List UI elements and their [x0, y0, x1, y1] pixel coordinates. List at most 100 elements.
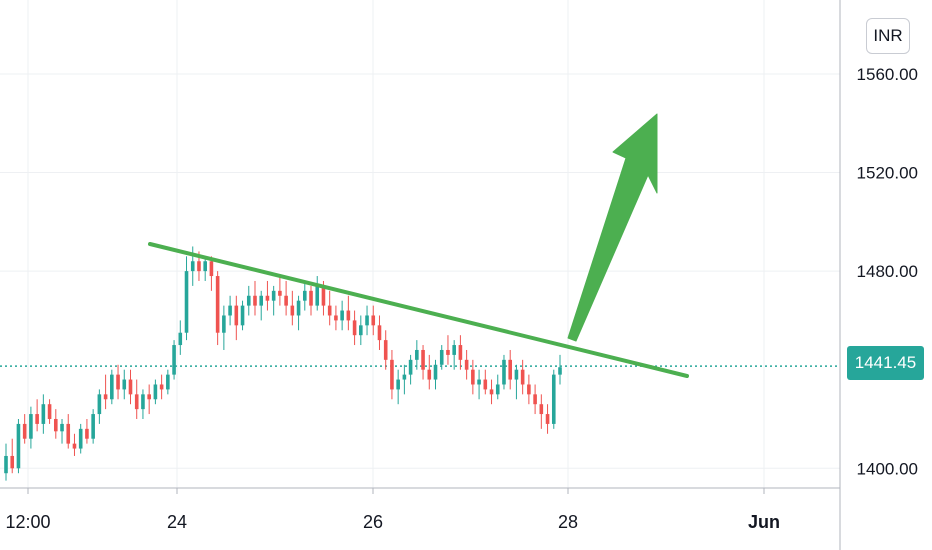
candle-body	[29, 414, 33, 439]
last-price-label: 1441.45	[847, 346, 924, 380]
candle-body	[159, 384, 164, 390]
candle-body	[60, 423, 64, 432]
candle-body	[533, 394, 537, 405]
candle-body	[508, 359, 513, 380]
candle-body	[97, 394, 102, 415]
candle-body	[290, 305, 295, 316]
currency-selector-button[interactable]: INR	[866, 18, 910, 54]
x-tick-label: 28	[558, 512, 578, 532]
candle-body	[321, 285, 326, 306]
candle-body	[383, 340, 388, 360]
candle-body	[41, 404, 46, 424]
candle-body	[190, 261, 195, 272]
candle-body	[489, 389, 494, 395]
candle-body	[4, 455, 8, 474]
candle-body	[35, 414, 39, 424]
candle-body	[352, 320, 357, 336]
candle-body	[464, 359, 469, 370]
candle-body	[340, 310, 344, 321]
candle-body	[10, 455, 15, 469]
x-tick-label: Jun	[748, 512, 780, 532]
candle-body	[284, 295, 288, 306]
candle-body	[359, 325, 363, 336]
candle-body	[377, 325, 382, 341]
candle-body	[415, 349, 419, 360]
candle-body	[539, 404, 544, 415]
candle-body	[246, 295, 251, 306]
candle-body	[520, 369, 525, 385]
candle-body	[408, 359, 413, 375]
candle-body	[203, 261, 207, 272]
candle-body	[327, 305, 332, 316]
candle-body	[122, 379, 127, 390]
candle-body	[85, 428, 89, 439]
candle-body	[271, 290, 276, 301]
candle-body	[103, 394, 108, 400]
candle-body	[197, 261, 201, 272]
candle-body	[234, 305, 239, 326]
candle-body	[116, 374, 120, 390]
candle-body	[153, 384, 158, 400]
y-tick-label: 1400.00	[857, 459, 918, 478]
candle-body	[458, 345, 463, 360]
trendline	[148, 242, 689, 378]
candle-body	[134, 394, 139, 410]
candle-body	[278, 290, 282, 296]
breakout-arrow-icon	[567, 113, 658, 342]
candle-body	[215, 276, 220, 333]
candle-body	[477, 379, 481, 385]
x-tick-label: 12:00	[5, 512, 50, 532]
candle-body	[172, 345, 176, 375]
candle-body	[402, 374, 407, 380]
candle-body	[259, 295, 264, 306]
candle-body	[309, 290, 313, 306]
candle-body	[209, 261, 214, 277]
candle-body	[228, 305, 232, 316]
candle-body	[91, 414, 95, 439]
candle-body	[558, 367, 562, 375]
candle-body	[446, 349, 450, 355]
candle-body	[253, 295, 257, 306]
candle-body	[471, 369, 475, 385]
candle-body	[72, 443, 77, 449]
candle-body	[184, 271, 189, 333]
candle-body	[147, 394, 151, 400]
y-tick-label: 1560.00	[857, 65, 918, 84]
candle-body	[66, 423, 71, 444]
candle-body	[16, 423, 21, 469]
candle-body	[502, 359, 506, 385]
candle-body	[433, 364, 438, 380]
candle-body	[527, 384, 531, 395]
candle-body	[141, 394, 145, 410]
candle-body	[334, 315, 338, 321]
x-tick-label: 24	[167, 512, 187, 532]
candle-body	[53, 418, 58, 432]
candle-body	[396, 379, 400, 390]
x-tick-label: 26	[363, 512, 383, 532]
candle-body	[427, 369, 432, 380]
candle-body	[495, 384, 500, 395]
candle-body	[514, 369, 519, 380]
candle-body	[545, 414, 550, 424]
candle-body	[439, 349, 444, 365]
candle-body	[302, 290, 307, 301]
candle-body	[110, 374, 114, 400]
candle-body	[390, 359, 394, 390]
candle-body	[47, 404, 52, 419]
candle-body	[178, 332, 183, 346]
candle-body	[365, 315, 369, 326]
candle-body	[371, 315, 376, 326]
candle-body	[452, 345, 456, 355]
candle-body	[128, 379, 133, 395]
candle-body	[265, 295, 270, 301]
candle-body	[240, 305, 245, 326]
candle-body	[483, 379, 488, 390]
candle-body	[421, 349, 425, 370]
candle-body	[315, 285, 320, 306]
candle-body	[551, 374, 556, 424]
candle-body	[222, 315, 226, 333]
candle-body	[166, 374, 170, 390]
candle-body	[22, 423, 27, 439]
